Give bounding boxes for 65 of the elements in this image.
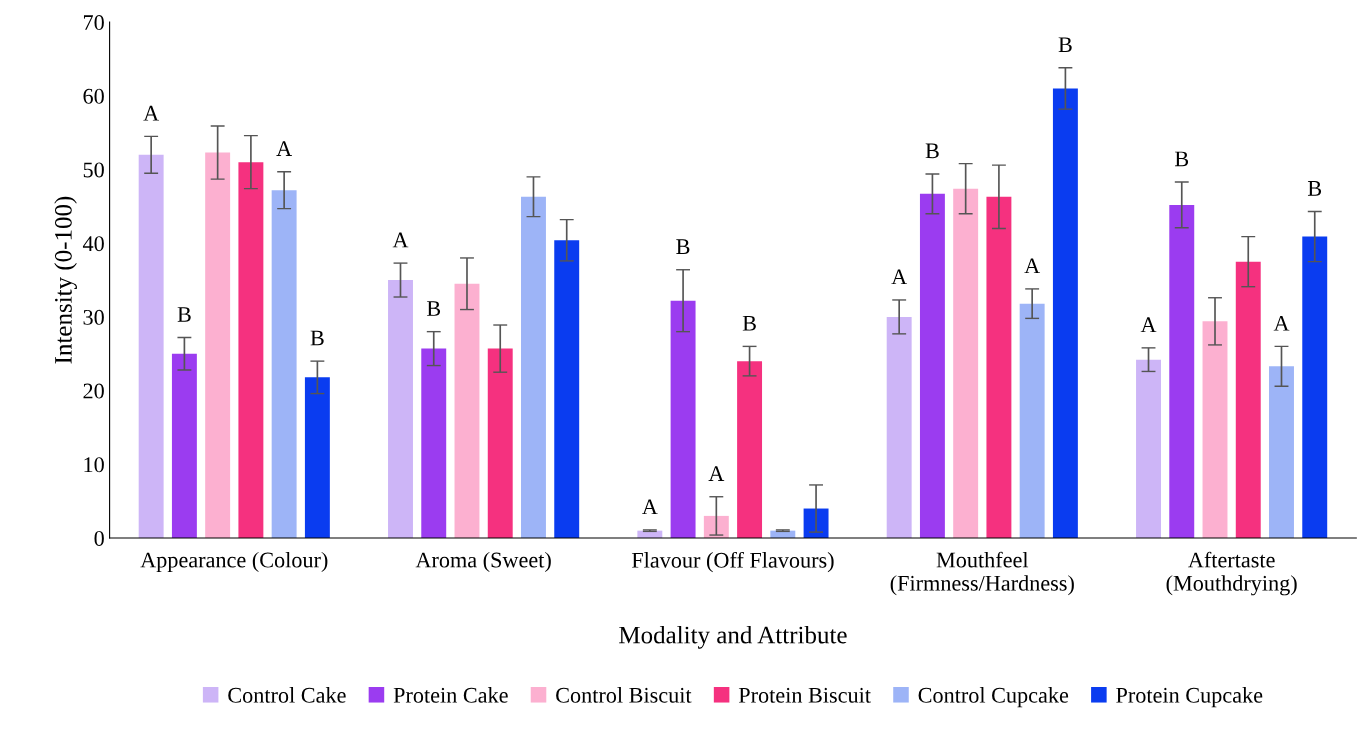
y-tick-label: 10	[84, 457, 104, 473]
y-tick-label: 60	[83, 88, 104, 104]
y-tick-label: 40	[82, 236, 104, 252]
x-tick-label: Mouthfeel (Firmness/Hardness)	[890, 551, 1074, 596]
data-label: B	[1174, 151, 1189, 167]
bar	[487, 348, 513, 539]
data-label: B	[177, 307, 191, 322]
bar	[1235, 261, 1261, 539]
data-label: A	[708, 466, 725, 481]
bar	[1136, 359, 1161, 539]
data-label: A	[1140, 317, 1157, 333]
bar	[138, 154, 164, 539]
bar	[737, 361, 763, 539]
data-label: A	[1024, 258, 1041, 274]
data-label: A	[143, 105, 160, 121]
legend-label: Control Cupcake	[918, 687, 1069, 708]
legend-label: Control Biscuit	[556, 687, 692, 703]
bar	[1052, 88, 1078, 539]
data-label: A	[392, 232, 409, 248]
bar	[454, 283, 480, 539]
bar	[1302, 236, 1328, 539]
data-label: B	[742, 315, 756, 331]
y-tick-label: 20	[83, 383, 104, 399]
data-label: A	[891, 269, 908, 285]
bar	[1202, 321, 1228, 539]
bar	[521, 196, 546, 539]
legend-label: Protein Biscuit	[738, 687, 871, 703]
bar	[304, 377, 330, 539]
bar	[919, 193, 945, 539]
data-label: B	[1058, 37, 1072, 53]
x-tick-label: Aftertaste (Mouthdrying)	[1166, 551, 1297, 596]
data-label: B	[310, 330, 324, 346]
x-axis-title: Modality and Attribute	[619, 625, 847, 649]
x-tick-label: Appearance (Colour)	[140, 551, 328, 573]
legend-label: Protein Cupcake	[1116, 687, 1263, 708]
bar	[670, 300, 696, 539]
x-tick-label: Aroma (Sweet)	[415, 551, 551, 573]
bar	[1169, 204, 1195, 539]
legend-label: Control Cake	[228, 687, 346, 703]
data-label: B	[426, 301, 441, 316]
y-axis-title: Intensity (0-100)	[54, 196, 77, 364]
data-label: A	[1273, 315, 1290, 331]
data-label: B	[676, 239, 690, 254]
bar	[986, 196, 1012, 539]
bar	[271, 190, 297, 539]
data-label: B	[925, 143, 939, 159]
y-tick-label: 70	[83, 15, 104, 31]
legend-label: Protein Cake	[393, 687, 508, 703]
x-tick-label: Flavour (Off Flavours)	[631, 551, 834, 573]
data-label: A	[642, 499, 658, 515]
bar	[421, 348, 447, 539]
bar	[1019, 303, 1045, 539]
bar	[953, 188, 979, 539]
bar	[388, 280, 413, 539]
data-label: A	[276, 141, 292, 156]
bar	[171, 353, 197, 539]
bar	[205, 152, 231, 539]
bar	[886, 316, 912, 539]
y-tick-label: 50	[83, 162, 104, 178]
data-label: B	[1307, 181, 1322, 196]
bar	[1269, 366, 1294, 539]
y-tick-label: 0	[94, 530, 104, 546]
y-tick-label: 30	[83, 309, 104, 325]
bar	[238, 162, 264, 539]
bar	[554, 240, 580, 539]
